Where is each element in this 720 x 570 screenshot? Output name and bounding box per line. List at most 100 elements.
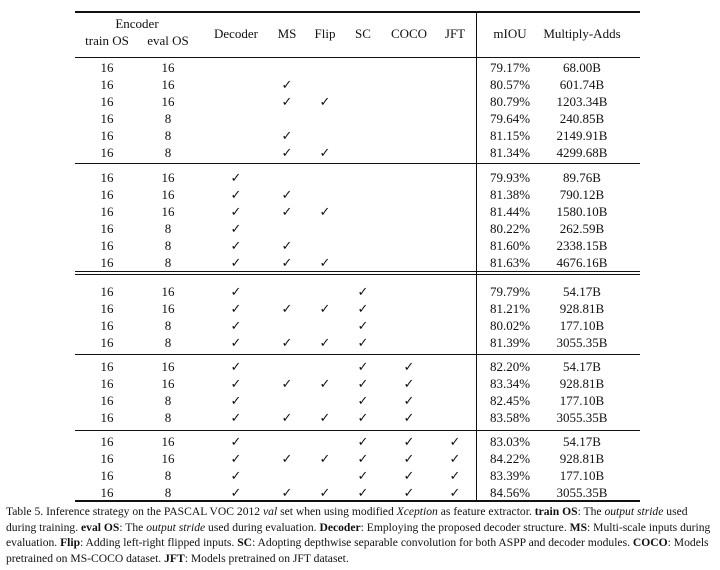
table-cell: 2149.91B <box>556 128 608 143</box>
table-cell: ✓ <box>281 238 293 253</box>
table-cell: ✓ <box>281 335 293 350</box>
table-cell: ✓ <box>230 376 242 391</box>
rule <box>75 271 640 272</box>
table-cell: ✓ <box>281 77 293 92</box>
table-cell: ✓ <box>403 451 415 466</box>
header-cell: JFT <box>444 26 466 41</box>
table-cell: ✓ <box>319 94 331 109</box>
table-cell: 54.17B <box>563 359 601 374</box>
header-cell: Multiply-Adds <box>543 26 621 41</box>
table-cell: 84.56% <box>489 485 531 500</box>
table-cell: 1203.34B <box>556 94 608 109</box>
table-cell: ✓ <box>357 485 369 500</box>
table-cell: ✓ <box>281 94 293 109</box>
table-cell: ✓ <box>230 255 242 270</box>
table-cell: ✓ <box>319 301 331 316</box>
caption-segment: SC <box>237 536 253 549</box>
table-cell: 54.17B <box>563 284 601 299</box>
table-cell: 81.21% <box>489 301 531 316</box>
caption-segment: output stride <box>604 505 664 518</box>
caption-segment: output stride <box>146 520 206 534</box>
caption-segment: Table 5. Inference strategy on the PASCA… <box>6 505 263 518</box>
caption-segment: val <box>263 505 278 518</box>
table-cell: 177.10B <box>559 393 605 408</box>
header-cell: COCO <box>390 26 428 41</box>
caption-segment: Flip <box>60 536 81 549</box>
table-cell: 16 <box>100 393 114 408</box>
table-cell: 81.34% <box>489 145 531 160</box>
table-cell: ✓ <box>357 301 369 316</box>
table-cell: 1580.10B <box>556 204 608 219</box>
table-cell: 68.00B <box>563 60 601 75</box>
table-cell: ✓ <box>230 187 242 202</box>
table-cell: 16 <box>100 284 114 299</box>
table-cell: ✓ <box>357 393 369 408</box>
table-cell: ✓ <box>281 145 293 160</box>
table-cell: ✓ <box>403 359 415 374</box>
table-cell: ✓ <box>281 301 293 316</box>
table-cell: ✓ <box>357 451 369 466</box>
table-cell: 4676.16B <box>556 255 608 270</box>
table-cell: 81.60% <box>489 238 531 253</box>
table-cell: 81.63% <box>489 255 531 270</box>
table-cell: ✓ <box>357 335 369 350</box>
table-cell: ✓ <box>230 204 242 219</box>
table-cell: ✓ <box>403 468 415 483</box>
table-cell: 16 <box>100 145 114 160</box>
caption-segment: set when using modified <box>277 505 397 518</box>
table-cell: 79.79% <box>489 284 531 299</box>
table-cell: 790.12B <box>559 187 605 202</box>
rule <box>75 354 640 355</box>
table-cell: ✓ <box>403 376 415 391</box>
table-cell: 16 <box>100 238 114 253</box>
table-cell: 177.10B <box>559 468 605 483</box>
table-cell: 16 <box>100 204 114 219</box>
table-cell: 16 <box>161 284 175 299</box>
table-cell: 3055.35B <box>556 485 608 500</box>
table-cell: 80.02% <box>489 318 531 333</box>
table-cell: 4299.68B <box>556 145 608 160</box>
table-cell: ✓ <box>230 393 242 408</box>
table-cell: 8 <box>164 410 172 425</box>
caption-segment: JFT <box>164 551 185 565</box>
header-cell: mIOU <box>493 26 527 41</box>
table-cell: 79.93% <box>489 170 531 185</box>
table-cell: 16 <box>100 187 114 202</box>
rule <box>75 274 640 275</box>
table-cell: 3055.35B <box>556 410 608 425</box>
table-cell: 177.10B <box>559 318 605 333</box>
header-cell: Flip <box>314 26 336 41</box>
table-cell: 16 <box>161 451 175 466</box>
table-cell: 928.81B <box>559 451 605 466</box>
caption-segment: : Employing the proposed decoder structu… <box>360 520 570 534</box>
caption-segment: used during evaluation. <box>205 520 320 534</box>
table-cell: 8 <box>164 318 172 333</box>
table-cell: ✓ <box>403 485 415 500</box>
table-cell: ✓ <box>357 468 369 483</box>
table-cell: 16 <box>161 77 175 92</box>
table-cell: ✓ <box>230 485 242 500</box>
table-cell: 8 <box>164 485 172 500</box>
table-cell: ✓ <box>403 410 415 425</box>
table-caption: Table 5. Inference strategy on the PASCA… <box>6 504 716 566</box>
caption-segment: train OS <box>534 505 578 518</box>
caption-segment: : Multi-scale inputs during evaluation. <box>6 520 711 550</box>
table-cell: 79.17% <box>489 60 531 75</box>
table-cell: 80.57% <box>489 77 531 92</box>
table-cell: 16 <box>161 376 175 391</box>
caption-segment: : The <box>119 520 147 534</box>
table-cell: ✓ <box>449 468 461 483</box>
table-cell: ✓ <box>357 359 369 374</box>
table-cell: 8 <box>164 393 172 408</box>
table-cell: ✓ <box>230 301 242 316</box>
table-cell: 16 <box>100 128 114 143</box>
table-cell: 16 <box>100 451 114 466</box>
table-cell: ✓ <box>281 187 293 202</box>
caption-segment: COCO <box>632 536 668 549</box>
caption-segment: : Models pretrained on JFT dataset. <box>184 551 349 565</box>
table-cell: ✓ <box>319 255 331 270</box>
table-cell: 80.79% <box>489 94 531 109</box>
rule <box>75 430 640 431</box>
table-cell: 928.81B <box>559 301 605 316</box>
table-cell: ✓ <box>230 335 242 350</box>
